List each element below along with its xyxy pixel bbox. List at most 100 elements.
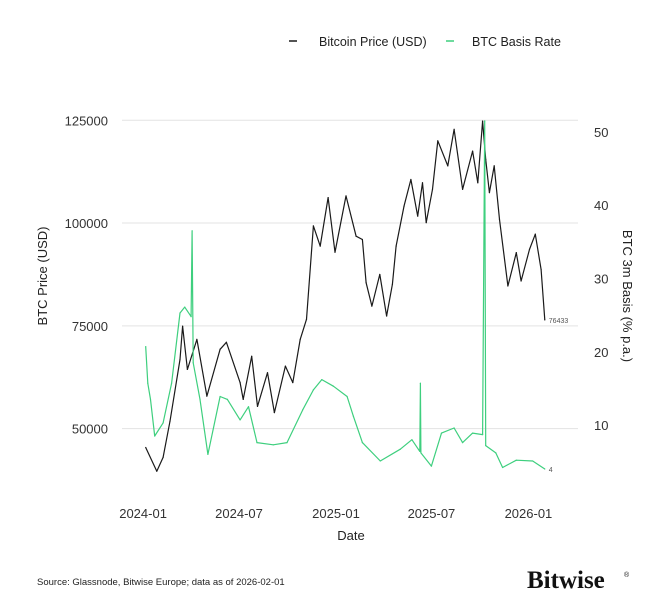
basis-point xyxy=(199,398,201,401)
price-point xyxy=(156,470,158,472)
basis-point xyxy=(179,312,181,314)
price-point xyxy=(437,140,439,142)
price-point xyxy=(186,368,188,371)
price-point xyxy=(371,305,373,307)
y-right-tick-label: 20 xyxy=(594,345,608,360)
price-line xyxy=(145,120,546,472)
price-point xyxy=(179,358,181,361)
price-point xyxy=(251,355,253,357)
basis-point xyxy=(219,395,221,398)
price-point xyxy=(520,280,522,282)
price-point xyxy=(403,205,405,207)
price-point xyxy=(410,178,412,181)
x-tick-label: 2024-01 xyxy=(119,506,167,521)
x-tick-label: 2025-07 xyxy=(408,506,456,521)
price-point xyxy=(242,398,244,401)
price-point xyxy=(498,218,501,220)
basis-point xyxy=(149,398,152,401)
price-point xyxy=(239,381,241,384)
basis-point xyxy=(515,459,517,461)
x-tick-label: 2026-01 xyxy=(505,506,553,521)
y-axis-right-title: BTC 3m Basis (% p.a.) xyxy=(620,230,635,362)
legend-price-label: Bitcoin Price (USD) xyxy=(319,35,427,49)
price-point xyxy=(528,248,531,250)
y-right-tick-label: 10 xyxy=(594,418,608,433)
price-point xyxy=(386,315,388,317)
price-point xyxy=(534,233,536,235)
basis-point xyxy=(532,460,534,462)
basis-point xyxy=(272,444,274,446)
price-point xyxy=(345,195,347,197)
basis-point xyxy=(247,406,250,408)
price-point xyxy=(305,318,308,320)
y-left-tick-label: 100000 xyxy=(65,216,108,231)
basis-point xyxy=(154,435,156,437)
price-point xyxy=(421,182,424,184)
y-right-tick-label: 40 xyxy=(594,198,608,213)
y-left-tick-label: 50000 xyxy=(72,422,108,437)
basis-point xyxy=(256,442,258,444)
basis-point xyxy=(346,395,348,398)
price-point xyxy=(544,319,546,321)
price-point xyxy=(169,420,171,422)
price-point xyxy=(481,120,484,122)
legend: Bitcoin Price (USD) BTC Basis Rate xyxy=(289,35,561,49)
price-point xyxy=(485,158,487,160)
price-point xyxy=(256,405,259,408)
x-tick-label: 2025-01 xyxy=(312,506,360,521)
basis-point xyxy=(430,465,433,467)
price-point xyxy=(206,395,208,397)
price-point xyxy=(431,188,434,190)
price-point xyxy=(292,381,294,384)
price-point xyxy=(196,338,198,340)
logo-registered-mark: ® xyxy=(624,571,630,579)
basis-point xyxy=(332,385,334,387)
basis-point xyxy=(239,419,241,421)
price-point xyxy=(471,150,474,152)
gridlines xyxy=(122,119,578,430)
price-end-label: 76433 xyxy=(549,318,569,325)
price-point xyxy=(312,225,314,227)
basis-point xyxy=(321,379,323,381)
series-group: 76433 4 xyxy=(145,120,568,474)
basis-point xyxy=(419,450,421,453)
basis-point xyxy=(162,422,164,424)
price-point xyxy=(162,456,164,458)
basis-point xyxy=(481,433,484,436)
price-point xyxy=(395,245,397,247)
bitwise-logo: Bitwise xyxy=(527,567,605,594)
basis-point xyxy=(361,442,363,444)
basis-point xyxy=(302,409,304,411)
basis-point xyxy=(286,442,288,444)
basis-point xyxy=(192,362,194,364)
basis-point xyxy=(226,398,229,401)
basis-point xyxy=(453,427,455,429)
price-point xyxy=(488,192,491,194)
price-point xyxy=(391,283,394,285)
basis-point xyxy=(312,389,314,391)
basis-point xyxy=(379,460,381,462)
basis-point xyxy=(352,415,355,417)
tick-labels: 50000 75000 100000 125000 10 20 30 40 50 2024-01 2… xyxy=(65,113,609,521)
x-tick-label: 2024-07 xyxy=(215,506,263,521)
price-point xyxy=(477,182,479,184)
basis-point xyxy=(485,444,487,447)
basis-point xyxy=(471,432,474,434)
basis-point xyxy=(190,316,192,318)
basis-point xyxy=(484,120,486,122)
y-right-tick-label: 30 xyxy=(594,272,608,287)
y-left-tick-label: 75000 xyxy=(72,319,108,334)
basis-point xyxy=(145,346,147,348)
price-point xyxy=(273,411,275,414)
y-right-tick-label: 50 xyxy=(594,125,608,140)
y-left-tick-label: 125000 xyxy=(65,113,108,128)
basis-point xyxy=(170,382,173,384)
price-point xyxy=(299,338,301,340)
basis-point xyxy=(440,432,443,434)
basis-line xyxy=(145,120,546,470)
price-point xyxy=(327,196,329,199)
legend-basis-label: BTC Basis Rate xyxy=(472,35,561,49)
price-point xyxy=(284,365,287,367)
price-point xyxy=(493,165,495,167)
